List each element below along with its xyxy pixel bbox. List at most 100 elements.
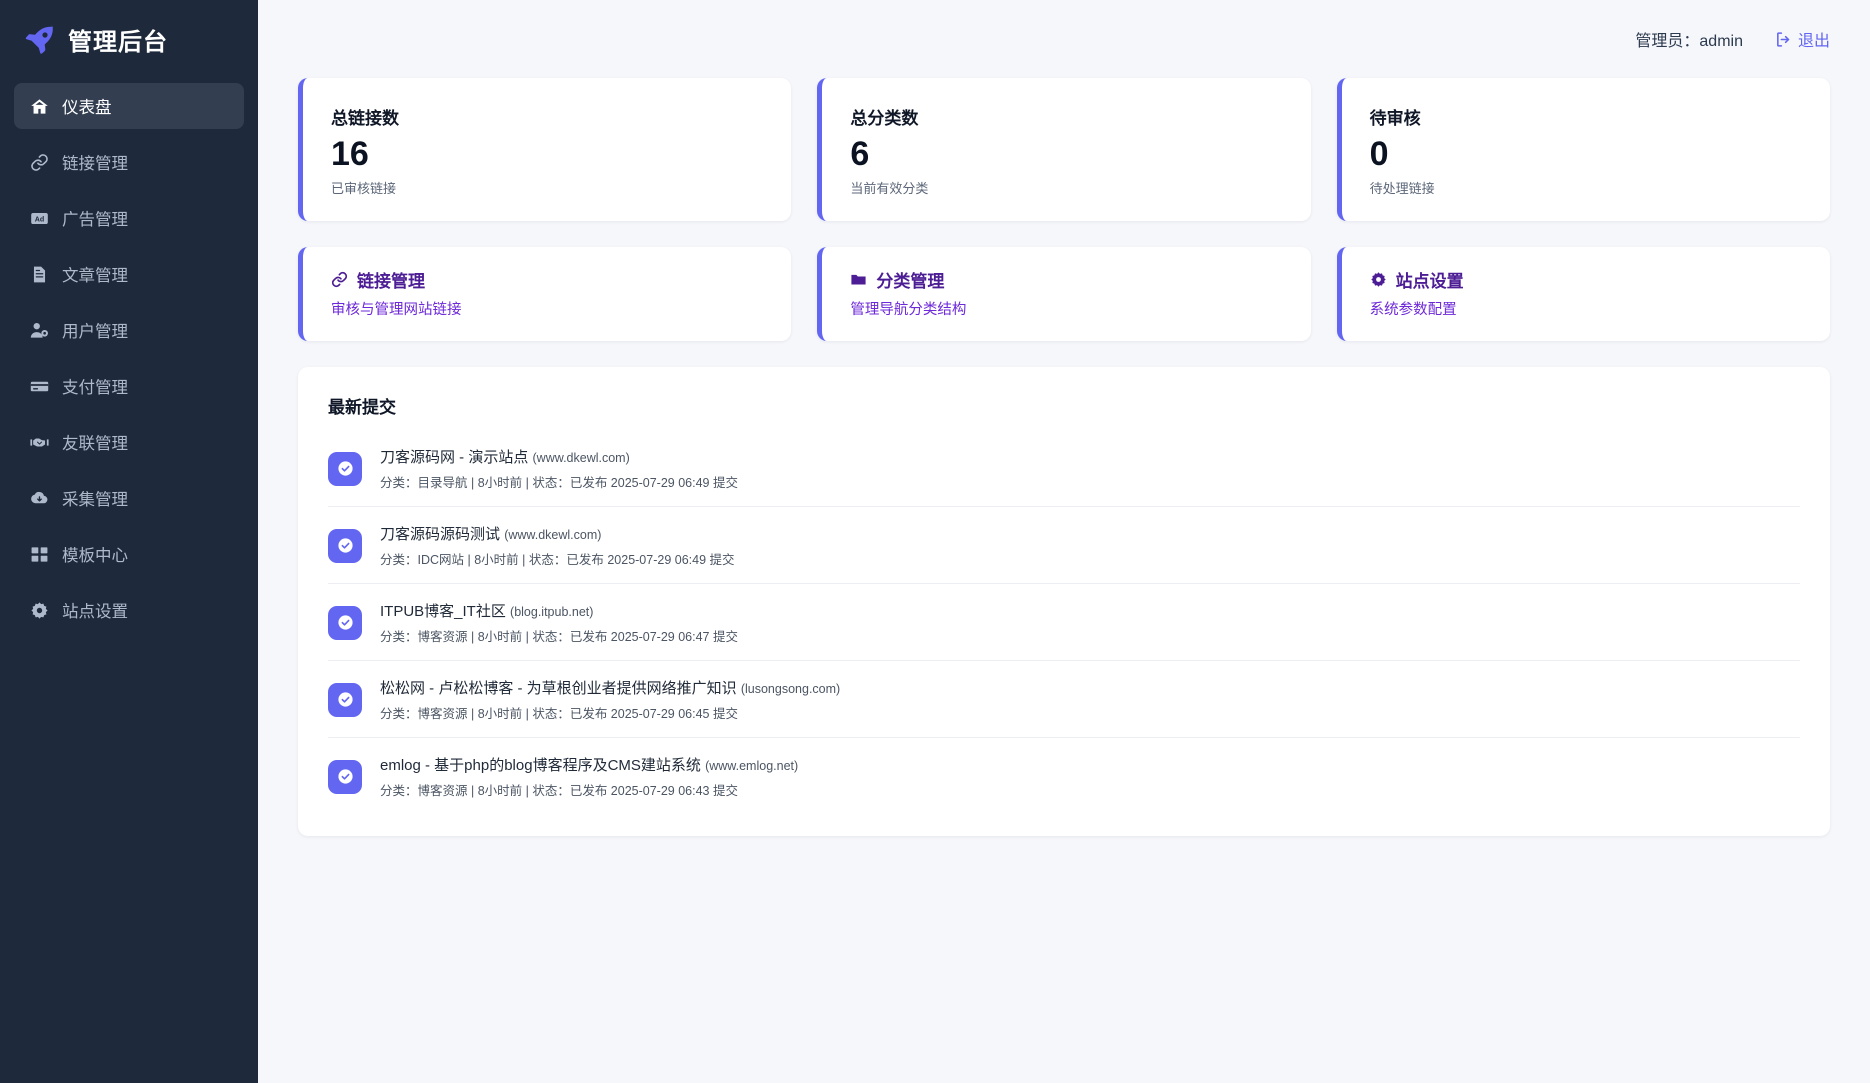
sidebar-item-label: 文章管理 — [62, 267, 128, 285]
main-area: 管理员：admin 退出 总链接数 16 已审核链接 总分类数 6 当前有效分类… — [258, 0, 1870, 1083]
quick-action-category-management[interactable]: 分类管理 管理导航分类结构 — [817, 247, 1311, 342]
list-item-body: 刀客源码网 - 演示站点 (www.dkewl.com) 分类：目录导航 | 8… — [380, 446, 738, 491]
sidebar-item-settings[interactable]: 站点设置 — [14, 587, 244, 633]
home-icon — [30, 97, 49, 116]
stat-title: 总链接数 — [331, 109, 399, 128]
list-item[interactable]: emlog - 基于php的blog博客程序及CMS建站系统 (www.emlo… — [328, 738, 1800, 814]
link-icon — [331, 271, 348, 288]
stat-title: 总分类数 — [850, 109, 919, 128]
site-url: (www.dkewl.com) — [532, 451, 630, 466]
stat-card-total-categories: 总分类数 6 当前有效分类 — [817, 78, 1311, 222]
brand-title: 管理后台 — [68, 29, 168, 56]
sidebar-item-articles[interactable]: 文章管理 — [14, 251, 244, 297]
sidebar-item-ads[interactable]: Ad 广告管理 — [14, 195, 244, 241]
quick-actions-row: 链接管理 审核与管理网站链接 分类管理 管理导航分类结构 — [298, 247, 1830, 342]
content: 总链接数 16 已审核链接 总分类数 6 当前有效分类 待审核 0 待处理链接 — [258, 78, 1870, 876]
list-item[interactable]: 刀客源码网 - 演示站点 (www.dkewl.com) 分类：目录导航 | 8… — [328, 430, 1800, 508]
svg-text:Ad: Ad — [35, 215, 44, 223]
list-item-title-line: ITPUB博客_IT社区 (blog.itpub.net) — [380, 600, 738, 621]
site-url: (lusongsong.com) — [740, 682, 841, 697]
quick-action-title: 站点设置 — [1395, 272, 1464, 292]
site-url: (www.emlog.net) — [705, 759, 799, 774]
check-circle-icon — [328, 682, 362, 717]
site-name: emlog - 基于php的blog博客程序及CMS建站系统 — [380, 757, 701, 775]
list-item-meta: 分类：博客资源 | 8小时前 | 状态：已发布 2025-07-29 06:47… — [380, 630, 738, 645]
quick-action-title-wrap: 分类管理 — [850, 267, 1282, 292]
quick-action-sub: 系统参数配置 — [1369, 302, 1457, 319]
sidebar-item-label: 用户管理 — [62, 323, 128, 341]
sidebar-item-label: 友联管理 — [62, 435, 128, 453]
list-item-meta: 分类：博客资源 | 8小时前 | 状态：已发布 2025-07-29 06:45… — [380, 707, 738, 722]
sidebar-item-label: 采集管理 — [62, 491, 128, 509]
list-item[interactable]: 松松网 - 卢松松博客 - 为草根创业者提供网络推广知识 (lusongsong… — [328, 661, 1800, 739]
sidebar-item-label: 广告管理 — [62, 211, 128, 229]
list-item-title-line: emlog - 基于php的blog博客程序及CMS建站系统 (www.emlo… — [380, 754, 798, 775]
stat-card-total-links: 总链接数 16 已审核链接 — [298, 78, 792, 222]
stat-sub: 当前有效分类 — [850, 181, 929, 197]
list-item-title-line: 刀客源码网 - 演示站点 (www.dkewl.com) — [380, 446, 738, 467]
sidebar-item-dashboard[interactable]: 仪表盘 — [14, 83, 244, 129]
sidebar-item-users[interactable]: 用户管理 — [14, 307, 244, 353]
logout-button[interactable]: 退出 — [1775, 27, 1830, 51]
logout-label: 退出 — [1797, 33, 1830, 50]
list-item-meta: 分类：博客资源 | 8小时前 | 状态：已发布 2025-07-29 06:43… — [380, 784, 738, 799]
admin-label: 管理员：admin — [1635, 33, 1743, 50]
gear-icon — [30, 601, 49, 620]
list-item-title-line: 松松网 - 卢松松博客 - 为草根创业者提供网络推广知识 (lusongsong… — [380, 677, 840, 698]
rocket-icon — [24, 24, 56, 56]
quick-action-title-wrap: 链接管理 — [331, 267, 763, 292]
latest-submissions-panel: 最新提交 刀客源码网 - 演示站点 (www.dkewl.com) 分类：目录导… — [298, 367, 1830, 837]
quick-action-title: 分类管理 — [876, 272, 945, 292]
document-icon — [30, 265, 49, 284]
list-item-body: emlog - 基于php的blog博客程序及CMS建站系统 (www.emlo… — [380, 754, 798, 799]
site-name: 松松网 - 卢松松博客 - 为草根创业者提供网络推广知识 — [380, 680, 737, 698]
logout-icon — [1775, 31, 1792, 48]
check-circle-icon — [328, 759, 362, 794]
stat-value: 0 — [1369, 135, 1389, 173]
sidebar-item-templates[interactable]: 模板中心 — [14, 531, 244, 577]
site-url: (www.dkewl.com) — [504, 528, 602, 543]
sidebar-item-label: 模板中心 — [62, 547, 128, 565]
credit-card-icon — [30, 377, 49, 396]
list-item-meta: 分类：目录导航 | 8小时前 | 状态：已发布 2025-07-29 06:49… — [380, 476, 738, 491]
sidebar-item-payments[interactable]: 支付管理 — [14, 363, 244, 409]
list-item-meta: 分类：IDC网站 | 8小时前 | 状态：已发布 2025-07-29 06:4… — [380, 553, 735, 568]
grid-icon — [30, 545, 49, 564]
sidebar-item-label: 链接管理 — [62, 155, 128, 173]
panel-title: 最新提交 — [328, 398, 396, 418]
stat-sub: 待处理链接 — [1369, 181, 1435, 197]
quick-action-site-settings[interactable]: 站点设置 系统参数配置 — [1336, 247, 1830, 342]
site-name: 刀客源码网 - 演示站点 — [380, 449, 529, 467]
sidebar-item-label: 仪表盘 — [62, 99, 112, 117]
list-item[interactable]: ITPUB博客_IT社区 (blog.itpub.net) 分类：博客资源 | … — [328, 584, 1800, 662]
check-circle-icon — [328, 451, 362, 486]
user-gear-icon — [30, 321, 49, 340]
list-item[interactable]: 刀客源码源码测试 (www.dkewl.com) 分类：IDC网站 | 8小时前… — [328, 507, 1800, 585]
handshake-icon — [30, 433, 49, 452]
check-circle-icon — [328, 528, 362, 563]
sidebar-item-links[interactable]: 链接管理 — [14, 139, 244, 185]
ad-icon: Ad — [30, 209, 49, 228]
quick-action-title-wrap: 站点设置 — [1370, 267, 1802, 292]
quick-action-sub: 管理导航分类结构 — [850, 302, 967, 319]
folder-icon — [850, 271, 867, 288]
sidebar-item-collect[interactable]: 采集管理 — [14, 475, 244, 521]
brand-logo: 管理后台 — [0, 0, 258, 83]
list-item-body: 松松网 - 卢松松博客 - 为草根创业者提供网络推广知识 (lusongsong… — [380, 677, 840, 722]
stat-value: 6 — [850, 135, 870, 173]
stat-title: 待审核 — [1369, 109, 1421, 128]
stats-row: 总链接数 16 已审核链接 总分类数 6 当前有效分类 待审核 0 待处理链接 — [298, 78, 1830, 222]
stat-value: 16 — [331, 135, 369, 173]
site-name: 刀客源码源码测试 — [380, 526, 501, 544]
sidebar-item-label: 站点设置 — [62, 603, 128, 621]
gear-icon — [1370, 271, 1387, 288]
sidebar-nav: 仪表盘 链接管理 Ad 广告管理 文章管理 用户管理 — [0, 83, 258, 643]
topbar: 管理员：admin 退出 — [258, 0, 1870, 78]
list-item-body: 刀客源码源码测试 (www.dkewl.com) 分类：IDC网站 | 8小时前… — [380, 523, 735, 568]
quick-action-link-management[interactable]: 链接管理 审核与管理网站链接 — [298, 247, 792, 342]
stat-sub: 已审核链接 — [331, 181, 397, 197]
sidebar-item-friendlinks[interactable]: 友联管理 — [14, 419, 244, 465]
stat-card-pending-review: 待审核 0 待处理链接 — [1336, 78, 1830, 222]
quick-action-sub: 审核与管理网站链接 — [331, 302, 462, 319]
quick-action-title: 链接管理 — [357, 272, 425, 292]
